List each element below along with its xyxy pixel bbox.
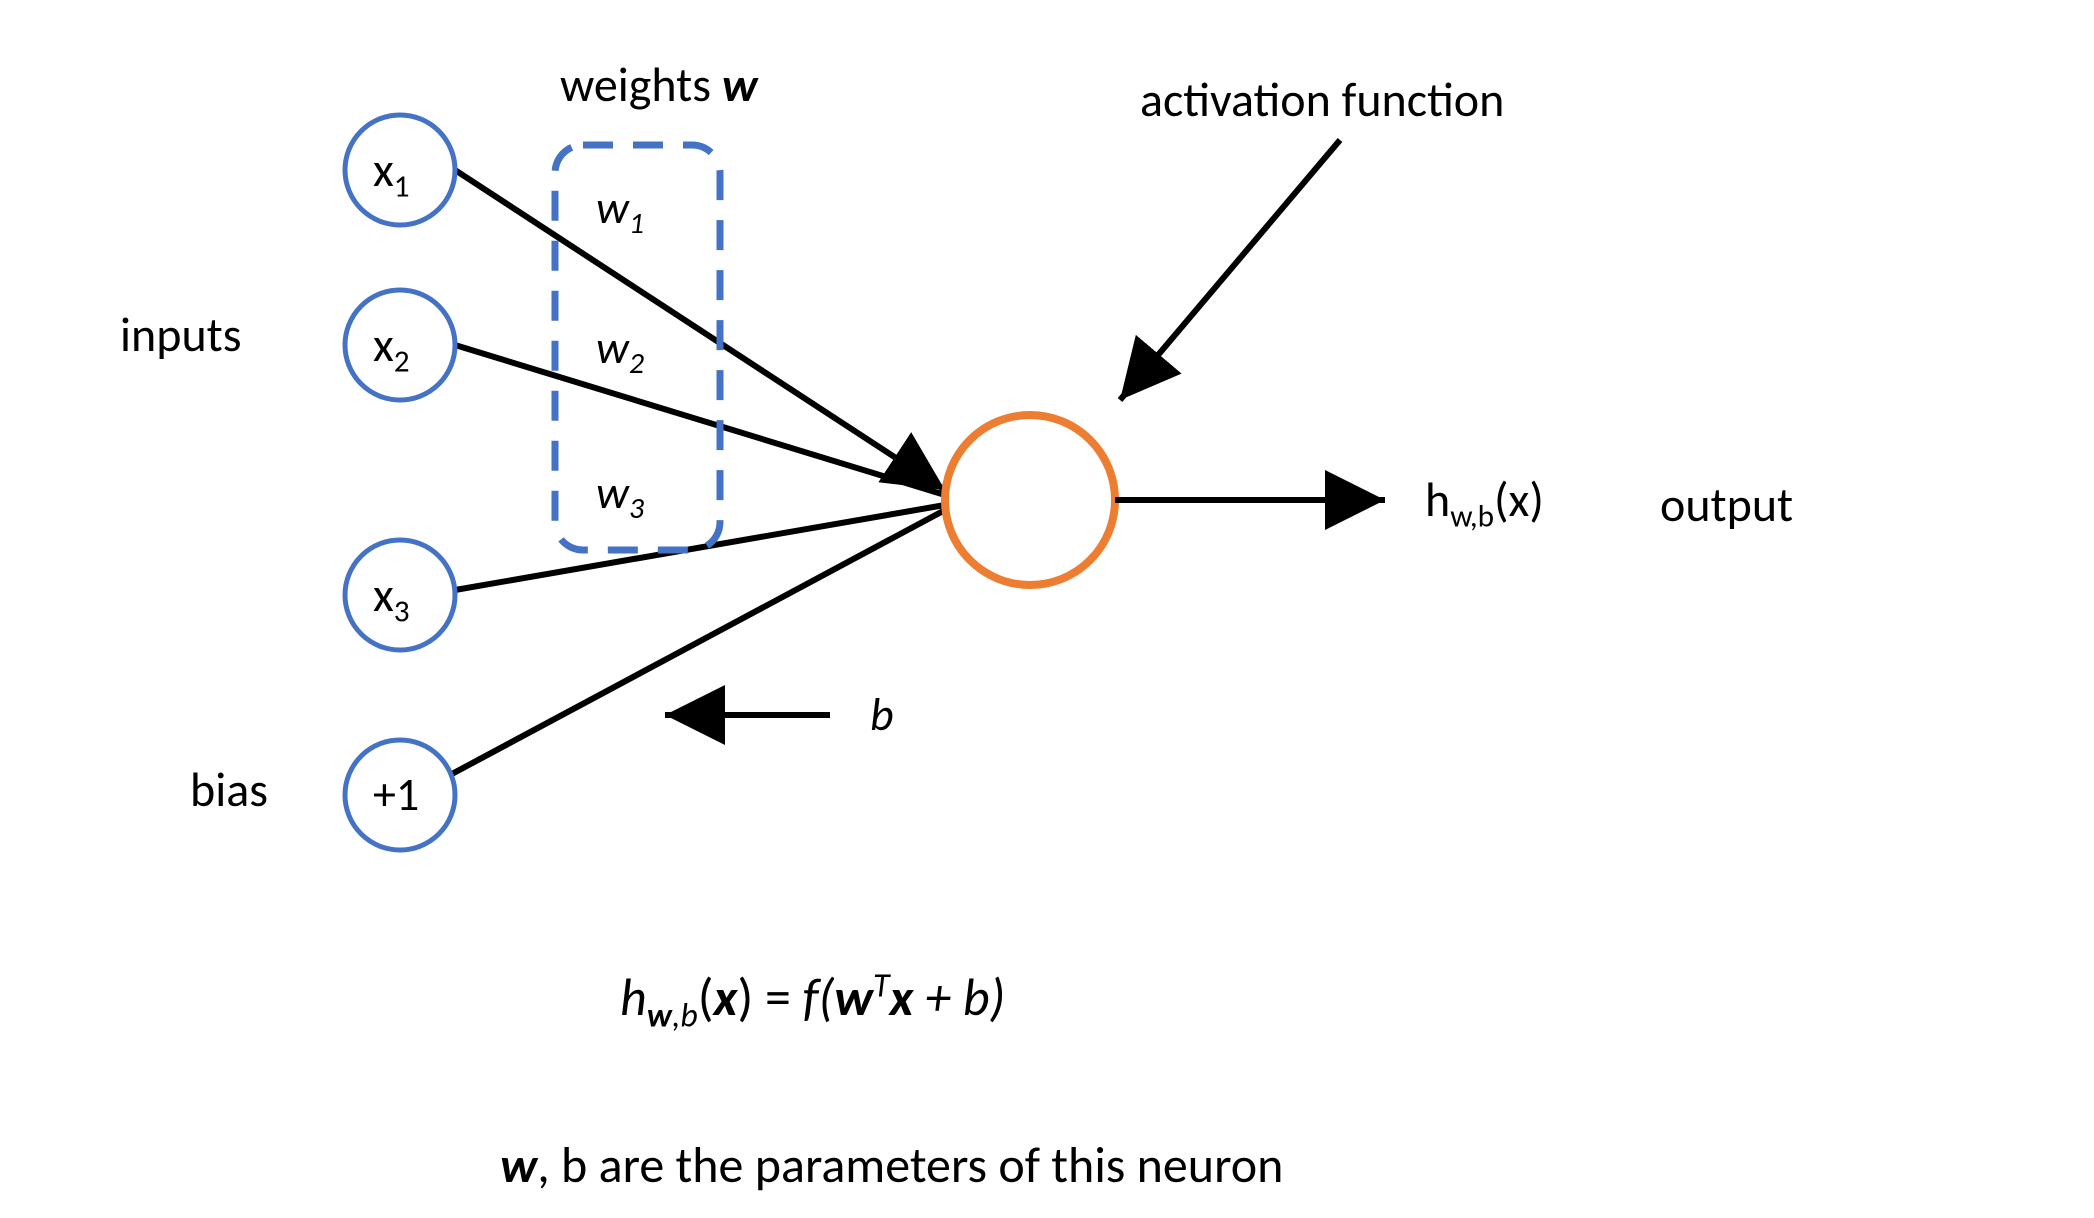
label-w1: w1 <box>596 180 644 236</box>
diagram-svg <box>0 0 2094 1218</box>
label-bias-node: +1 <box>373 767 419 823</box>
edge-x2 <box>455 345 945 495</box>
label-weights: weights w <box>560 55 758 114</box>
label-activation: activation function <box>1140 70 1504 129</box>
label-h-out: hw,b(x) <box>1425 470 1544 529</box>
equation: hw,b(x) = f(wTx + b) <box>620 965 1005 1029</box>
label-w3: w3 <box>596 465 644 521</box>
label-inputs: inputs <box>120 305 242 364</box>
caption: w, b are the parameters of this neuron <box>500 1135 1283 1196</box>
label-b: b <box>870 687 894 743</box>
edge-x1 <box>455 170 945 490</box>
label-x2: x2 <box>373 315 410 374</box>
label-bias: bias <box>190 760 268 819</box>
label-w2: w2 <box>596 320 644 376</box>
label-x3: x3 <box>373 565 410 624</box>
label-x1: x1 <box>373 140 410 199</box>
label-output: output <box>1660 475 1793 534</box>
input-nodes <box>345 115 455 850</box>
neuron-node <box>945 415 1115 585</box>
edges <box>450 170 945 775</box>
activation-arrow <box>1120 140 1340 400</box>
neuron-diagram: x1 x2 x3 +1 inputs bias weights w activa… <box>0 0 2094 1218</box>
